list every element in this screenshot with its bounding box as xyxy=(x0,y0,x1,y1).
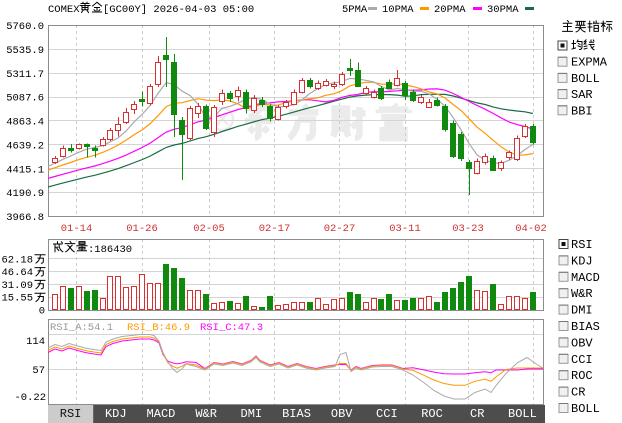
svg-text:W&R: W&R xyxy=(571,287,593,301)
svg-text:EXPMA: EXPMA xyxy=(571,56,608,70)
svg-text:DMI: DMI xyxy=(571,304,593,318)
svg-text:BBI: BBI xyxy=(571,104,593,118)
svg-text:57: 57 xyxy=(32,365,45,377)
svg-text:15.55: 15.55 xyxy=(1,293,33,305)
svg-text:OBV: OBV xyxy=(571,336,593,350)
svg-text:5087.6: 5087.6 xyxy=(6,93,44,105)
svg-text:20PMA: 20PMA xyxy=(434,4,466,16)
svg-text:BIAS: BIAS xyxy=(571,320,600,334)
svg-text:3966.8: 3966.8 xyxy=(6,212,44,224)
svg-text:CR: CR xyxy=(470,407,484,421)
svg-text:62.18: 62.18 xyxy=(1,254,33,266)
svg-text:W&R: W&R xyxy=(195,407,217,421)
svg-text:4415.1: 4415.1 xyxy=(6,164,44,176)
svg-text:114: 114 xyxy=(26,336,45,348)
svg-text:ROC: ROC xyxy=(571,369,593,383)
svg-text:5535.9: 5535.9 xyxy=(6,45,44,57)
svg-text:5760.0: 5760.0 xyxy=(6,21,44,33)
svg-text:0: 0 xyxy=(39,306,45,318)
svg-text:MACD: MACD xyxy=(147,407,176,421)
svg-text:04-02: 04-02 xyxy=(515,223,547,235)
svg-text:46.64: 46.64 xyxy=(1,267,33,279)
svg-text:RSI_C:47.3: RSI_C:47.3 xyxy=(200,322,263,334)
svg-text:03-11: 03-11 xyxy=(389,223,421,235)
svg-text:[GC00Y] 2026-04-03 05:00: [GC00Y] 2026-04-03 05:00 xyxy=(103,4,254,16)
svg-text:ROC: ROC xyxy=(421,407,443,421)
svg-text:BIAS: BIAS xyxy=(282,407,311,421)
svg-text:30PMA: 30PMA xyxy=(487,4,519,16)
svg-text::186430: :186430 xyxy=(88,244,132,256)
svg-text:4863.4: 4863.4 xyxy=(6,117,44,129)
svg-text:4190.9: 4190.9 xyxy=(6,188,44,200)
svg-text:MACD: MACD xyxy=(571,271,600,285)
svg-text:CCI: CCI xyxy=(571,353,593,367)
svg-text:KDJ: KDJ xyxy=(571,254,593,268)
svg-text:CR: CR xyxy=(571,386,585,400)
svg-text:01-26: 01-26 xyxy=(126,223,158,235)
svg-text:-0.22: -0.22 xyxy=(14,392,46,404)
svg-text:02-27: 02-27 xyxy=(324,223,356,235)
svg-text:5PMA: 5PMA xyxy=(342,4,368,16)
svg-text:5311.7: 5311.7 xyxy=(6,69,44,81)
svg-text:DMI: DMI xyxy=(241,407,263,421)
svg-text:10PMA: 10PMA xyxy=(382,4,414,16)
svg-text:RSI_B:46.9: RSI_B:46.9 xyxy=(127,322,190,334)
svg-text:BOLL: BOLL xyxy=(571,72,600,86)
svg-text:OBV: OBV xyxy=(331,407,353,421)
svg-text:RSI_A:54.1: RSI_A:54.1 xyxy=(50,322,113,334)
svg-text:CCI: CCI xyxy=(376,407,398,421)
svg-text:BOLL: BOLL xyxy=(571,402,600,416)
svg-text:31.09: 31.09 xyxy=(1,280,33,292)
svg-text:RSI: RSI xyxy=(571,238,593,252)
svg-text:RSI: RSI xyxy=(60,407,82,421)
svg-text:SAR: SAR xyxy=(571,88,593,102)
svg-text:BOLL: BOLL xyxy=(508,407,537,421)
svg-text:COMEX: COMEX xyxy=(48,4,80,16)
svg-text:03-23: 03-23 xyxy=(452,223,484,235)
svg-text:02-05: 02-05 xyxy=(193,223,225,235)
svg-text:KDJ: KDJ xyxy=(105,407,127,421)
svg-text:01-14: 01-14 xyxy=(61,223,93,235)
svg-text:4639.2: 4639.2 xyxy=(6,140,44,152)
svg-text:02-17: 02-17 xyxy=(259,223,291,235)
